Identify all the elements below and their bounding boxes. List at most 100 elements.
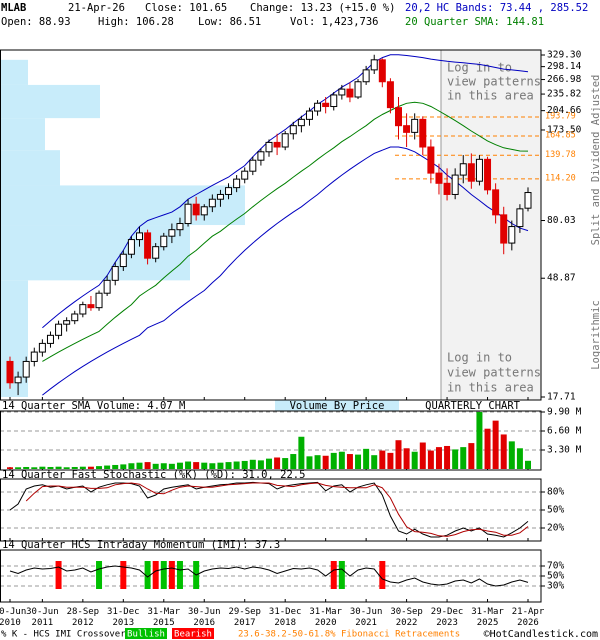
volume-bar: [201, 462, 208, 469]
candle-body: [168, 229, 176, 237]
volume-bar: [63, 467, 70, 469]
volume-bar: [525, 460, 531, 469]
volume-bar: [96, 466, 103, 469]
candle-body: [338, 88, 346, 96]
candle-body: [508, 226, 516, 244]
volume-bar: [71, 466, 78, 469]
price-background: [0, 59, 245, 397]
candle-body: [459, 163, 467, 176]
candle-body: [467, 163, 475, 182]
panel-frame: [0, 549, 542, 603]
candle-body: [95, 292, 103, 309]
candle-body: [484, 158, 492, 191]
signal-marker: [55, 561, 62, 589]
candle-body: [208, 198, 216, 208]
signal-marker: [379, 561, 386, 589]
signal-marker: [338, 561, 345, 589]
candle-body: [427, 146, 435, 174]
volume-bar: [168, 463, 175, 469]
volume-bar: [136, 462, 143, 469]
fibonacci-label: 139.78: [545, 150, 576, 160]
candle-body: [200, 206, 208, 216]
candle-body: [71, 313, 79, 322]
bands-legend: 20,2 HC Bands: 73.44 , 285.52: [405, 2, 588, 14]
x-tick-label: 30-Sep 2022: [390, 607, 423, 628]
candle-body: [451, 174, 459, 195]
candle-body: [55, 323, 63, 336]
volume-by-price-bar: [0, 150, 60, 186]
candle-body: [273, 141, 281, 148]
candle-body: [435, 172, 443, 184]
signal-marker: [330, 561, 337, 589]
close: Close: 101.65: [145, 2, 227, 14]
volume-bar: [427, 450, 434, 469]
candle-body: [152, 246, 160, 259]
volume-bar: [435, 447, 442, 469]
candle-body: [386, 81, 394, 109]
volume-bar: [104, 465, 111, 469]
legend-chip: [125, 628, 167, 639]
candle-body: [281, 133, 289, 148]
volume-bar: [355, 454, 362, 469]
x-tick-label: 21-Apr 2026: [512, 607, 545, 628]
y-tick-label: 329.30: [547, 50, 582, 61]
volume-bar: [484, 428, 491, 469]
volume-by-price-bar: [0, 185, 245, 226]
volume-bar: [217, 462, 224, 469]
y-tick-label: 20%: [547, 523, 564, 534]
volume: Vol: 1,423,736: [290, 16, 379, 28]
volume-bar: [282, 458, 289, 469]
candle-body: [289, 125, 297, 135]
y-tick-label: 9.90 M: [547, 407, 582, 418]
volume-bar: [7, 467, 13, 469]
candle-body: [370, 59, 378, 71]
x-tick-label: 30-Jun 2011: [26, 607, 59, 628]
candle-body: [257, 151, 265, 161]
volume-bar: [249, 459, 256, 469]
volume-bar: [330, 452, 337, 469]
volume-bar: [79, 466, 86, 469]
low: Low: 86.51: [198, 16, 261, 28]
signal-marker: [152, 561, 159, 589]
volume-bar: [274, 457, 281, 469]
panel-frame: [0, 49, 542, 401]
y-tick-label: 3.30 M: [547, 445, 582, 456]
volume-bar: [444, 445, 451, 469]
candle-body: [38, 342, 46, 353]
panel-title: 14 Quarter SMA Volume: 4.07 M: [2, 400, 185, 412]
fibonacci-label: 193.79: [545, 112, 576, 122]
volume-bar: [176, 462, 183, 469]
candle-body: [330, 94, 338, 108]
signal-marker: [176, 561, 183, 589]
panel-frame: [0, 410, 542, 471]
x-tick-label: 30-Jun 2016: [188, 607, 221, 628]
volume-bar: [241, 460, 248, 469]
volume-bar: [492, 420, 499, 469]
volume-bar: [306, 456, 313, 469]
candle-body: [346, 88, 354, 98]
y-tick-label: 17.71: [547, 392, 576, 403]
volume-bar: [257, 460, 264, 469]
pattern-notice: Log in to: [447, 61, 512, 75]
candle-body: [443, 182, 451, 195]
volume-bar: [209, 463, 216, 469]
footer-fibonacci: 23.6-38.2-50-61.8% Fibonacci Retracement…: [238, 630, 460, 640]
open: Open: 88.93: [1, 16, 71, 28]
y-tick-label: 48.87: [547, 273, 576, 284]
legend-label: Bearish: [174, 630, 212, 640]
volume-bar: [338, 451, 345, 469]
volume-by-price-bar: [0, 59, 28, 85]
x-tick-label: 31-Mar 2020: [309, 607, 342, 628]
volume-bar: [346, 454, 353, 469]
candle-body: [492, 189, 500, 216]
volume-bar: [508, 441, 515, 469]
volume-by-price-bar: [0, 280, 28, 397]
y-tick-label: 50%: [547, 505, 564, 516]
candle-body: [63, 320, 71, 325]
pattern-area: [441, 50, 541, 400]
candle-body: [46, 334, 54, 344]
y-tick-label: 235.82: [547, 89, 581, 100]
candle-body: [314, 102, 322, 112]
